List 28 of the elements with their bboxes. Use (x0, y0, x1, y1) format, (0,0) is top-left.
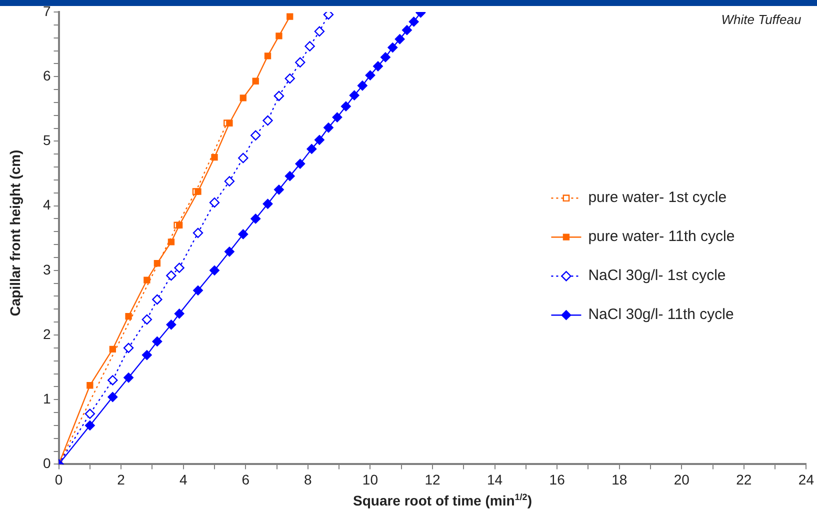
x-tick-label: 10 (362, 471, 378, 488)
x-tick-label: 20 (674, 471, 690, 488)
legend-label: pure water- 1st cycle (588, 189, 727, 206)
y-tick-label: 5 (42, 132, 51, 148)
x-tick-label: 8 (304, 471, 312, 488)
y-tick-label: 4 (42, 196, 51, 213)
x-tick-label: 6 (242, 471, 250, 488)
legend-label: pure water- 11th cycle (588, 228, 735, 246)
x-axis-title: Square root of time (min$^{1/2}$) (352, 492, 533, 509)
x-tick-label: 22 (736, 471, 752, 488)
y-tick-label: 6 (42, 67, 51, 84)
y-tick-label: 7 (42, 2, 51, 19)
y-tick-label: 3 (42, 261, 51, 278)
y-axis-title: Capillar front height (cm) (7, 148, 23, 318)
x-tick-label: 24 (798, 471, 814, 488)
x-tick-label: 12 (424, 471, 440, 488)
x-tick-label: 0 (54, 471, 63, 488)
x-tick-label: 4 (179, 471, 188, 488)
x-tick-label: 2 (117, 471, 126, 488)
x-tick-label: 18 (612, 471, 628, 488)
legend-label: NaCl 30g/l- 11th cycle (588, 306, 734, 324)
x-tick-label: 14 (486, 471, 503, 488)
y-tick-label: 2 (42, 326, 51, 342)
legend-label: NaCl 30g/l- 1st cycle (588, 267, 726, 284)
y-tick-label: 1 (42, 390, 51, 406)
y-tick-label: 0 (42, 455, 51, 472)
annotation: White Tuffeau (721, 12, 802, 28)
x-tick-label: 16 (549, 471, 566, 488)
